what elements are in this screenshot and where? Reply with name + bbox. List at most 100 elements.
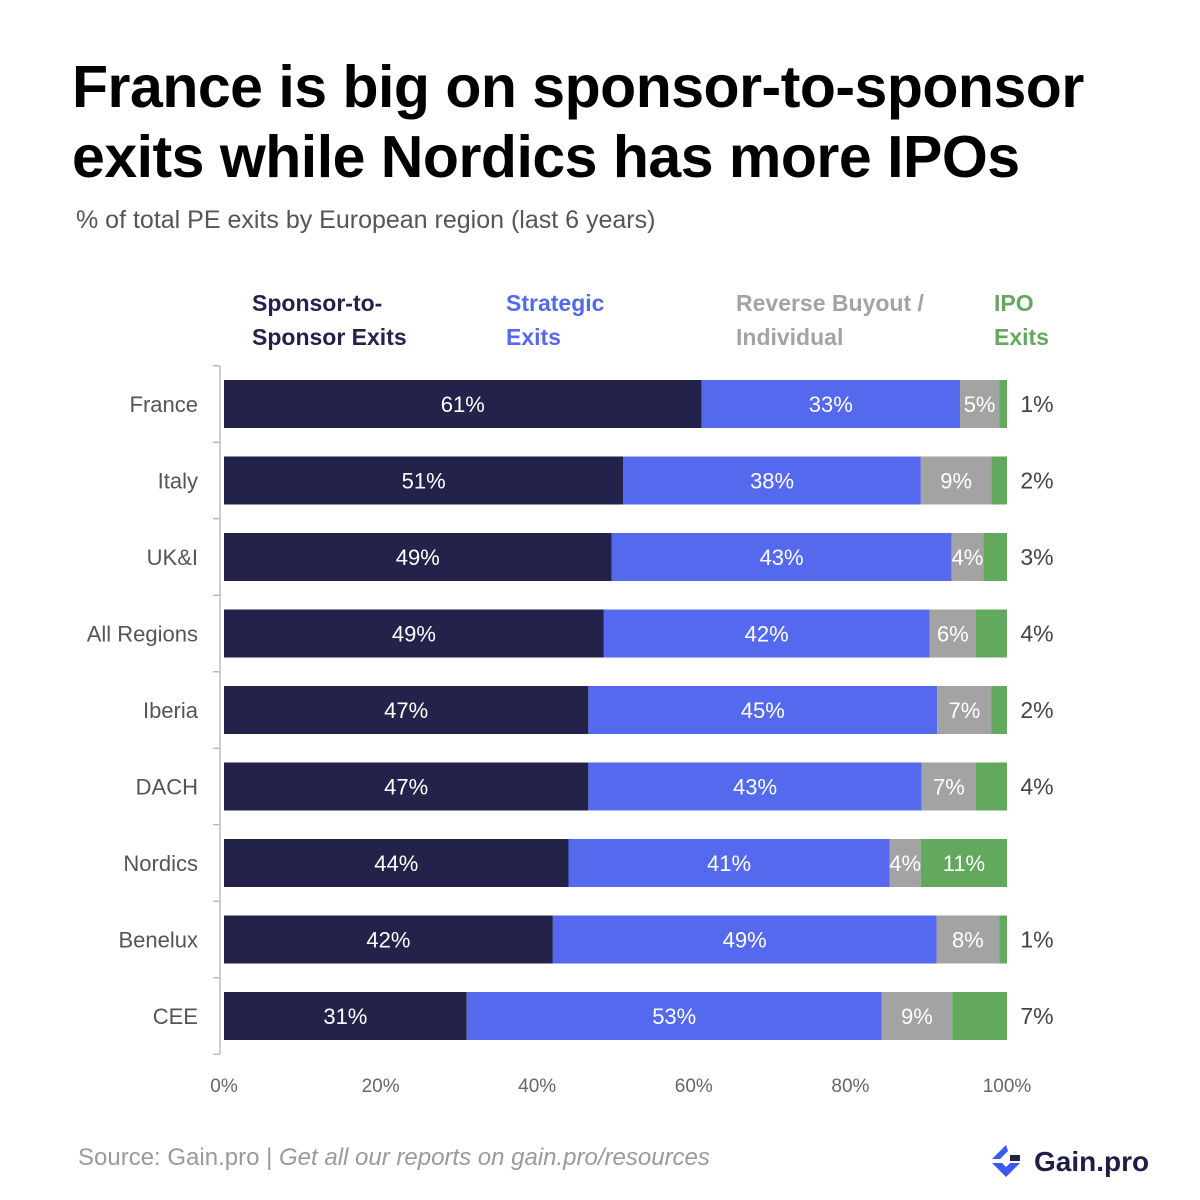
source-text: Source: Gain.pro — [78, 1144, 260, 1171]
data-label: 51% — [402, 469, 446, 494]
data-label: 41% — [707, 851, 751, 876]
bar-segment — [224, 762, 589, 811]
legend-label-line: Sponsor-to- — [252, 290, 383, 316]
data-label: 7% — [948, 698, 980, 723]
footer-source: Source: Gain.pro | Get all our reports o… — [78, 1144, 710, 1172]
category-label: Iberia — [143, 698, 199, 723]
data-label: 1% — [1020, 391, 1053, 417]
logo-text: Gain.pro — [1034, 1146, 1150, 1177]
gain-logo-icon — [992, 1145, 1020, 1177]
bar-segment — [937, 686, 992, 734]
x-tick-label: 40% — [518, 1076, 556, 1097]
bar-segment — [999, 380, 1007, 428]
bar-segment — [921, 762, 976, 811]
bar-segment — [889, 839, 921, 887]
bar-segment — [603, 609, 930, 658]
legend-ipo: IPO Exits — [994, 286, 1049, 354]
x-tick-label: 80% — [831, 1076, 869, 1097]
bar-segment — [701, 380, 961, 428]
data-label: 47% — [384, 775, 428, 800]
bar-segment — [929, 609, 976, 658]
bar-segment — [466, 992, 882, 1040]
data-label: 6% — [937, 622, 969, 647]
data-label: 11% — [943, 851, 985, 876]
legend-label-line: Sponsor Exits — [252, 324, 407, 350]
data-label: 49% — [392, 622, 436, 647]
bar-segment — [224, 533, 612, 581]
data-label: 9% — [940, 469, 972, 494]
legend-label-line: Exits — [506, 324, 561, 350]
category-label: All Regions — [87, 622, 198, 647]
bar-segment — [975, 609, 1007, 658]
category-label: Italy — [158, 469, 198, 494]
bar-segment — [588, 686, 938, 734]
bar-segment — [951, 533, 984, 581]
data-label: 2% — [1020, 468, 1053, 494]
data-label: 43% — [733, 775, 777, 800]
bar-segment — [960, 380, 1000, 428]
bar-segment — [623, 456, 921, 505]
legend-label-line: IPO — [994, 290, 1034, 316]
bar-segment — [224, 686, 589, 734]
bar-segment — [611, 533, 952, 581]
data-label: 53% — [652, 1004, 696, 1029]
category-label: Benelux — [118, 928, 198, 953]
data-label: 49% — [396, 545, 440, 570]
bar-segment — [936, 915, 1000, 964]
resources-link[interactable]: Get all our reports on gain.pro/resource… — [279, 1144, 710, 1171]
bar-segment — [920, 456, 992, 505]
bar-segment — [224, 456, 624, 505]
data-label: 7% — [1020, 1003, 1053, 1029]
bar-segment — [983, 533, 1007, 581]
bar-segment — [568, 839, 890, 887]
legend-reverse-buyout: Reverse Buyout / Individual — [736, 286, 924, 354]
data-label: 4% — [1020, 621, 1053, 647]
data-label: 1% — [1020, 927, 1053, 953]
chart-title: France is big on sponsor-to-sponsor exit… — [72, 54, 1084, 190]
bar-segment — [975, 762, 1007, 811]
data-label: 49% — [723, 928, 767, 953]
data-label: 4% — [1020, 774, 1053, 800]
bar-segment — [952, 992, 1007, 1040]
data-label: 38% — [750, 469, 794, 494]
chart-subtitle: % of total PE exits by European region (… — [76, 206, 656, 234]
data-label: 61% — [441, 392, 485, 417]
data-label: 8% — [952, 928, 984, 953]
data-label: 7% — [933, 775, 965, 800]
data-label: 4% — [889, 851, 921, 876]
x-tick-label: 0% — [210, 1076, 238, 1097]
bar-segment — [920, 839, 1007, 887]
legend-label-line: Individual — [736, 324, 844, 350]
bar-segment — [224, 380, 702, 428]
x-tick-label: 20% — [362, 1076, 400, 1097]
data-label: 5% — [964, 392, 996, 417]
source-separator: | — [259, 1144, 280, 1171]
data-label: 43% — [760, 545, 804, 570]
data-label: 42% — [745, 622, 789, 647]
legend-label-line: Reverse Buyout / — [736, 290, 924, 316]
bar-segment — [881, 992, 953, 1040]
gain-pro-logo: Gain.pro — [986, 1140, 1149, 1184]
data-label: 47% — [384, 698, 428, 723]
data-label: 33% — [809, 392, 853, 417]
data-label: 45% — [741, 698, 785, 723]
legend-label-line: Exits — [994, 324, 1049, 350]
bar-segment — [224, 915, 553, 964]
data-label: 3% — [1020, 544, 1053, 570]
bar-segment — [224, 609, 604, 658]
bar-segment — [552, 915, 937, 964]
data-label: 2% — [1020, 697, 1053, 723]
legend-label-line: Strategic — [506, 290, 605, 316]
data-label: 44% — [374, 851, 418, 876]
category-label: Nordics — [123, 851, 198, 876]
bar-segment — [224, 992, 467, 1040]
category-label: France — [130, 392, 198, 417]
data-label: 42% — [366, 928, 410, 953]
data-label: 31% — [323, 1004, 367, 1029]
category-label: CEE — [153, 1004, 198, 1029]
bar-segment — [991, 686, 1007, 734]
category-label: UK&I — [147, 545, 198, 570]
x-tick-label: 60% — [675, 1076, 713, 1097]
bar-segment — [999, 915, 1007, 964]
